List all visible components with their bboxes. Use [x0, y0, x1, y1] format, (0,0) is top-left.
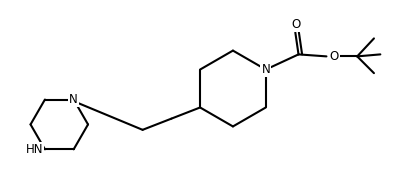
Text: HN: HN	[25, 143, 43, 156]
Text: N: N	[69, 93, 78, 106]
Text: O: O	[290, 18, 300, 31]
Text: O: O	[328, 50, 338, 63]
Text: N: N	[261, 63, 269, 76]
